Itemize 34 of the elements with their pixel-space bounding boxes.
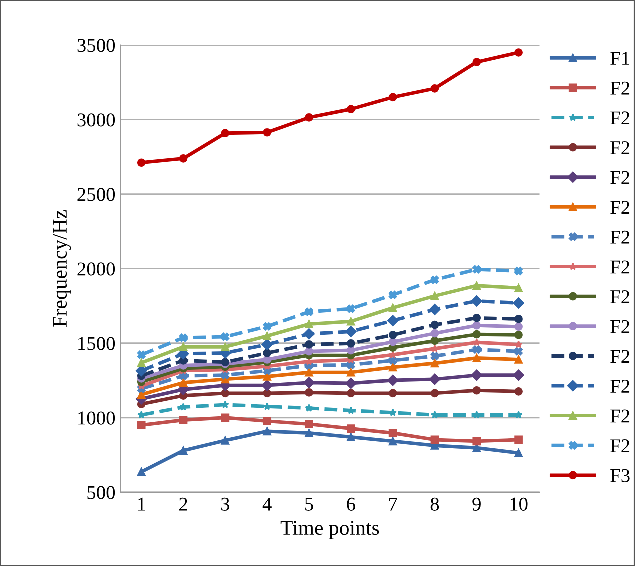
legend-label: F2 [610,320,630,334]
x-tick-label: 7 [389,498,398,511]
legend-label: F2 [610,350,630,364]
x-tick-label: 2 [180,498,188,511]
x-tick-label: 3 [221,498,230,511]
x-tick-label: 9 [472,498,481,511]
legend-label: F2 [610,410,630,423]
legend-label: F2 [610,201,630,214]
x-tick-label: 5 [306,498,314,511]
legend-label: F2 [610,260,630,274]
x-tick-label: 1 [138,498,146,511]
y-axis-title: Frequency/Hz [53,210,72,328]
y-tick-label: 2000 [78,262,116,276]
legend-label: F2 [610,290,630,304]
legend-label: F2 [610,82,630,95]
y-tick-label: 1500 [78,337,116,350]
legend-label: F1 [610,52,630,65]
x-tick-label: 4 [262,498,272,511]
legend-label: F2 [610,230,630,244]
legend-label: F2 [610,380,630,393]
x-tick-label: 6 [347,498,356,511]
legend-label: F2 [610,141,630,154]
legend-label: F2 [610,440,630,452]
y-tick-label: 1000 [78,412,116,425]
legend-label: F2 [610,171,630,184]
x-tick-label: 10 [510,498,528,511]
legend-label: F2 [610,112,630,125]
y-tick-label: 2500 [78,188,116,202]
y-tick-label: 3000 [78,114,116,127]
x-tick-label: 8 [430,498,440,511]
legend-label: F3 [610,469,630,482]
y-tick-label: 500 [88,486,116,500]
y-tick-label: 3500 [78,39,116,52]
x-axis-title: Time points [280,521,380,540]
